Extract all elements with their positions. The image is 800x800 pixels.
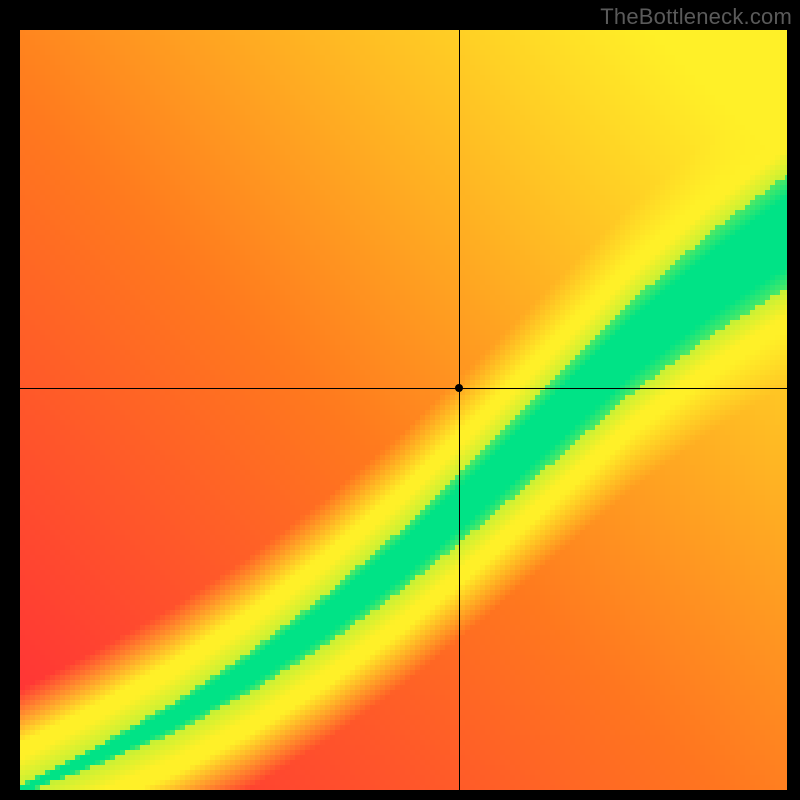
crosshair-vertical	[459, 30, 460, 790]
selection-marker-icon	[455, 384, 463, 392]
chart-container: TheBottleneck.com	[0, 0, 800, 800]
watermark-text: TheBottleneck.com	[600, 4, 792, 30]
crosshair-horizontal	[20, 388, 787, 389]
bottleneck-heatmap	[20, 30, 787, 790]
